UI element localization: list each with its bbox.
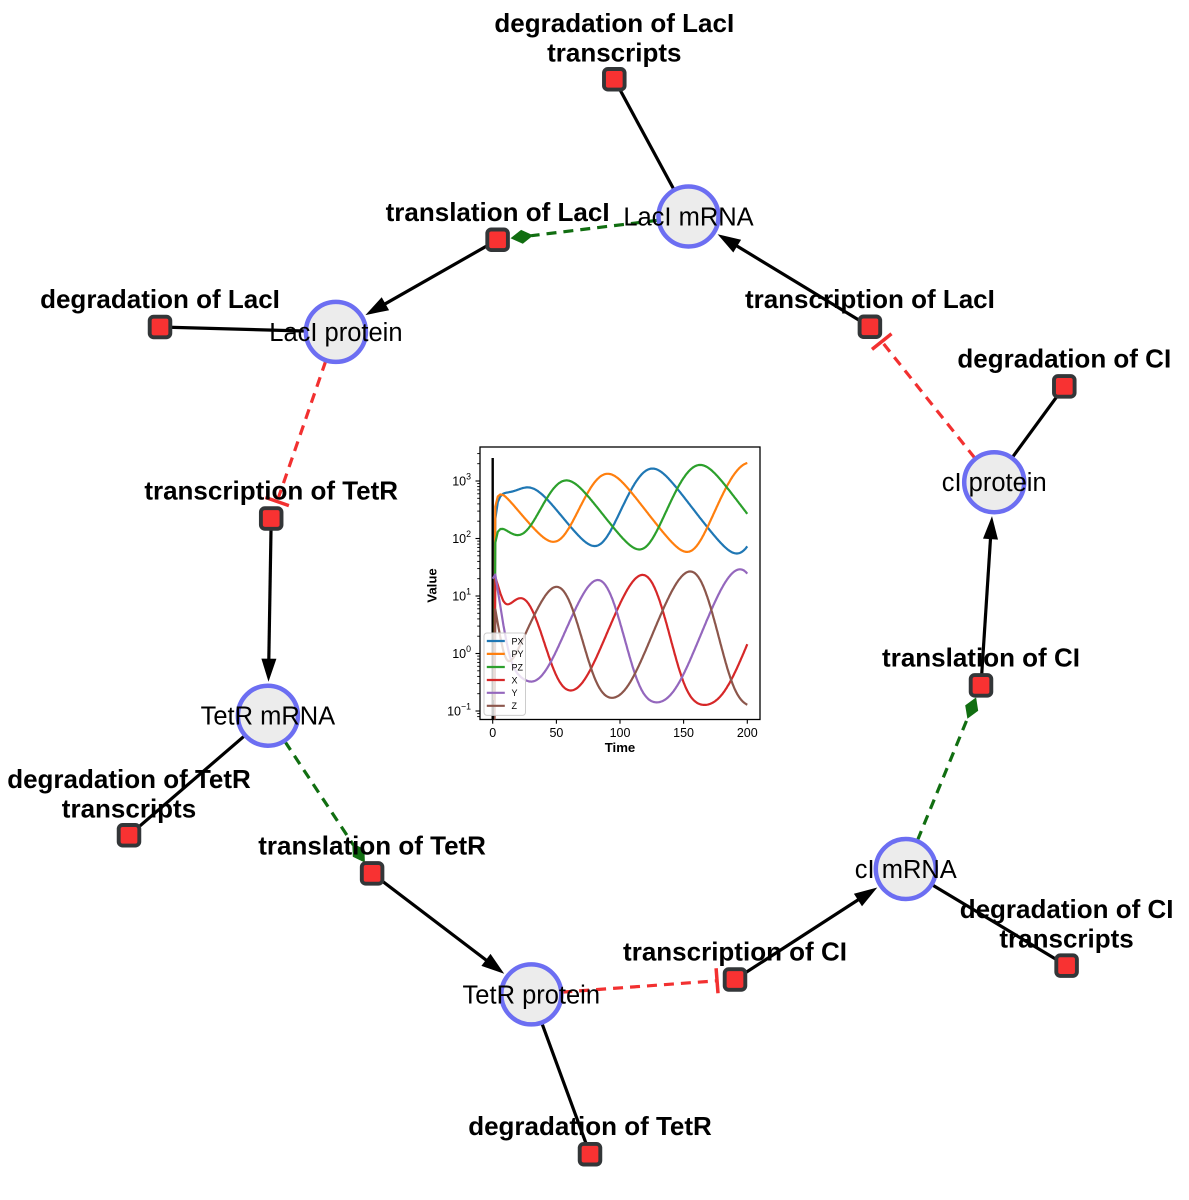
svg-text:3: 3 bbox=[466, 472, 471, 482]
svg-text:10: 10 bbox=[452, 647, 466, 661]
svg-text:degradation of LacI: degradation of LacI bbox=[40, 284, 280, 314]
svg-text:TetR protein: TetR protein bbox=[463, 981, 601, 1009]
svg-text:transcription of TetR: transcription of TetR bbox=[144, 476, 398, 506]
svg-text:1: 1 bbox=[466, 587, 471, 597]
svg-text:cI mRNA: cI mRNA bbox=[855, 856, 957, 884]
svg-text:2: 2 bbox=[466, 529, 471, 539]
svg-text:Y: Y bbox=[512, 688, 518, 698]
svg-text:50: 50 bbox=[549, 726, 563, 740]
svg-text:10: 10 bbox=[447, 704, 461, 718]
svg-text:−1: −1 bbox=[461, 702, 471, 712]
svg-text:transcripts: transcripts bbox=[547, 37, 681, 67]
svg-text:degradation of LacI: degradation of LacI bbox=[494, 8, 734, 38]
svg-text:degradation of TetR: degradation of TetR bbox=[468, 1111, 712, 1141]
svg-text:LacI mRNA: LacI mRNA bbox=[623, 204, 753, 232]
svg-text:transcripts: transcripts bbox=[999, 924, 1133, 954]
svg-text:100: 100 bbox=[610, 726, 631, 740]
svg-text:degradation of TetR: degradation of TetR bbox=[7, 764, 251, 794]
svg-text:PZ: PZ bbox=[512, 662, 524, 672]
svg-text:degradation of CI: degradation of CI bbox=[957, 343, 1171, 373]
svg-text:10: 10 bbox=[452, 532, 466, 546]
svg-text:transcription of LacI: transcription of LacI bbox=[745, 284, 995, 314]
svg-text:PY: PY bbox=[512, 649, 524, 659]
svg-text:transcripts: transcripts bbox=[62, 793, 196, 823]
svg-text:200: 200 bbox=[737, 726, 758, 740]
svg-text:10: 10 bbox=[452, 474, 466, 488]
svg-text:translation of LacI: translation of LacI bbox=[386, 197, 610, 227]
svg-text:0: 0 bbox=[466, 644, 471, 654]
svg-text:transcription of CI: transcription of CI bbox=[623, 937, 847, 967]
svg-text:translation of CI: translation of CI bbox=[882, 642, 1080, 672]
svg-text:PX: PX bbox=[512, 636, 524, 646]
svg-text:degradation of CI: degradation of CI bbox=[960, 894, 1174, 924]
svg-text:10: 10 bbox=[452, 589, 466, 603]
svg-text:150: 150 bbox=[673, 726, 694, 740]
svg-text:translation of TetR: translation of TetR bbox=[258, 830, 486, 860]
svg-text:Z: Z bbox=[512, 701, 518, 711]
svg-text:LacI protein: LacI protein bbox=[269, 319, 402, 347]
svg-text:Time: Time bbox=[605, 740, 636, 755]
svg-text:X: X bbox=[512, 675, 518, 685]
svg-text:TetR mRNA: TetR mRNA bbox=[201, 703, 336, 731]
svg-text:Value: Value bbox=[425, 568, 440, 602]
svg-text:cI protein: cI protein bbox=[942, 469, 1047, 497]
svg-text:0: 0 bbox=[489, 726, 496, 740]
